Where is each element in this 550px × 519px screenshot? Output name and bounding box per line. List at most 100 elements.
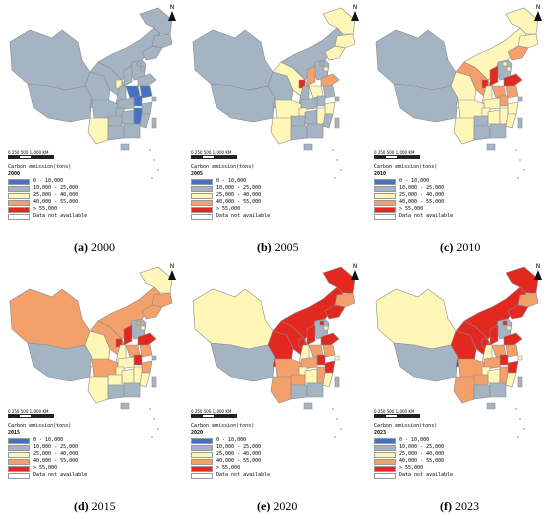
scale-bar: 0 250 500 1,000 KM [374, 409, 420, 418]
island-dot [336, 418, 338, 420]
province-jilin [517, 292, 539, 308]
island-dot [153, 159, 155, 161]
legend-swatch [8, 185, 30, 192]
legend-label: > 55,000 [399, 465, 424, 471]
province-tibet [210, 342, 276, 382]
province-fujian [505, 372, 517, 388]
legend-label: > 55,000 [216, 465, 241, 471]
island-dot [519, 418, 521, 420]
province-shanghai [334, 355, 340, 361]
legend-item: > 55,000 [191, 206, 270, 213]
province-heilongjiang [505, 266, 539, 294]
legend-swatch [8, 178, 30, 185]
province-guizhou [473, 115, 489, 127]
north-arrow-icon: N [532, 4, 544, 21]
caption-letter: (c) [440, 240, 454, 254]
province-shandong [137, 332, 157, 346]
island-dot [334, 177, 336, 179]
legend-item: > 55,000 [8, 465, 87, 472]
legend-swatch [191, 192, 213, 199]
province-hunan [121, 109, 135, 125]
legend-swatch [191, 437, 213, 444]
legend-label: 25,000 - 40,000 [33, 192, 79, 198]
province-liaoning [507, 304, 529, 320]
legend-swatch [374, 472, 396, 479]
province-hainan [120, 143, 130, 151]
caption-letter: (a) [74, 240, 88, 254]
scale-label: 0 250 500 1,000 KM [8, 150, 49, 155]
province-heilongjiang [322, 266, 356, 294]
scale-bar: 0 250 500 1,000 KM [191, 150, 237, 159]
legend-swatch [8, 199, 30, 206]
legend-item: 25,000 - 40,000 [8, 192, 87, 199]
legend-item: 10,000 - 25,000 [191, 444, 270, 451]
province-jiangsu [505, 85, 519, 99]
province-shandong [320, 73, 340, 87]
province-heilongjiang [505, 7, 539, 35]
caption-year: 2015 [91, 499, 116, 513]
legend-label: > 55,000 [399, 206, 424, 212]
legend-label: 0 - 10,000 [216, 437, 247, 443]
legend-label: 0 - 10,000 [399, 178, 430, 184]
province-guangxi [290, 384, 308, 400]
province-guangxi [107, 384, 125, 400]
china-province-map [375, 266, 539, 438]
legend-title: Carbon emission(tons) [374, 164, 438, 170]
legend-swatch [374, 206, 396, 213]
province-guizhou [290, 115, 306, 127]
north-label: N [169, 4, 175, 11]
legend-swatch [374, 458, 396, 465]
legend-label: Data not available [33, 213, 88, 219]
legend-label: 40,000 - 55,000 [216, 458, 262, 464]
province-beijing [502, 320, 508, 326]
legend-swatch [374, 213, 396, 220]
province-tianjin [506, 66, 512, 72]
province-hainan [303, 402, 313, 410]
province-liaoning [507, 45, 529, 61]
legend-item: 25,000 - 40,000 [191, 451, 270, 458]
north-label: N [352, 4, 358, 11]
province-tibet [210, 83, 276, 123]
legend-label: Data not available [399, 213, 454, 219]
caption-year: 2023 [455, 499, 479, 513]
legend-item: 40,000 - 55,000 [374, 458, 453, 465]
province-fujian [322, 372, 334, 388]
caption-letter: (d) [74, 499, 89, 513]
caption-letter: (b) [257, 240, 272, 254]
province-shanxi [123, 65, 133, 87]
legend-year: 2020 [191, 430, 204, 436]
legend-item: 0 - 10,000 [8, 437, 87, 444]
legend-item: 0 - 10,000 [8, 178, 87, 185]
province-taiwan [517, 376, 523, 388]
legend-swatch [191, 178, 213, 185]
legend-item: 40,000 - 55,000 [374, 199, 453, 206]
legend-item: 0 - 10,000 [191, 437, 270, 444]
north-arrow-icon: N [349, 263, 361, 280]
province-liaoning [141, 304, 163, 320]
legend-swatch [8, 465, 30, 472]
province-shanghai [151, 355, 157, 361]
legend-item: Data not available [191, 472, 270, 479]
province-yunnan [453, 376, 475, 404]
legend: Carbon emission(tons) 2000 0 - 10,000 10,… [8, 164, 87, 220]
legend-swatch [374, 437, 396, 444]
province-taiwan [517, 117, 523, 129]
china-province-map [375, 7, 539, 179]
province-heilongjiang [139, 7, 173, 35]
legend-swatch [191, 213, 213, 220]
legend-label: Data not available [33, 472, 88, 478]
legend-year: 2015 [8, 430, 21, 436]
province-jiangsu [505, 344, 519, 358]
legend-item: 10,000 - 25,000 [374, 185, 453, 192]
province-shandong [503, 73, 523, 87]
province-guangdong [123, 382, 141, 398]
legend-swatch [8, 206, 30, 213]
province-hunan [487, 109, 501, 125]
legend-item: 0 - 10,000 [374, 437, 453, 444]
province-zhejiang [324, 360, 336, 374]
legend-swatch [374, 444, 396, 451]
legend-swatch [191, 458, 213, 465]
legend-swatch [374, 178, 396, 185]
province-shandong [320, 332, 340, 346]
island-dot [517, 436, 519, 438]
